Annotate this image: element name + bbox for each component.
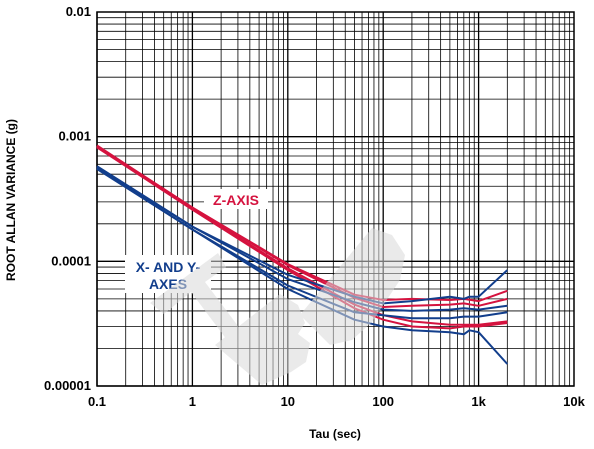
x-tick-label: 1k [471,394,486,409]
x-tick-label: 10k [563,394,585,409]
y-tick-label: 0.01 [66,4,91,19]
xy-axes-label-line1: X- AND Y- [136,259,201,275]
series-lines [96,144,509,365]
x-tick-label: 1 [189,394,196,409]
x-tick-label: 10 [281,394,295,409]
y-tick-labels: 0.00001 0.0001 0.001 0.01 [44,4,91,393]
y-axis-title: ROOT ALLAN VARIANCE (g) [4,119,18,281]
x-tick-label: 0.1 [88,394,106,409]
y-tick-label: 0.001 [58,129,91,144]
y-tick-label: 0.00001 [44,378,91,393]
xy-axes-label-line2: AXES [149,276,187,292]
x-tick-labels: 0.1 1 10 100 1k 10k [88,394,586,409]
x-axis-title: Tau (sec) [309,427,361,441]
x-tick-label: 100 [372,394,394,409]
plot-frame [96,11,575,387]
z-axis-label-box [204,189,268,209]
xy-axes-series-line-4 [96,165,508,305]
z-axis-label: Z-AXIS [213,192,259,208]
xy-axes-series-line-7 [96,168,509,365]
y-tick-label: 0.0001 [51,253,91,268]
grid [96,12,574,387]
